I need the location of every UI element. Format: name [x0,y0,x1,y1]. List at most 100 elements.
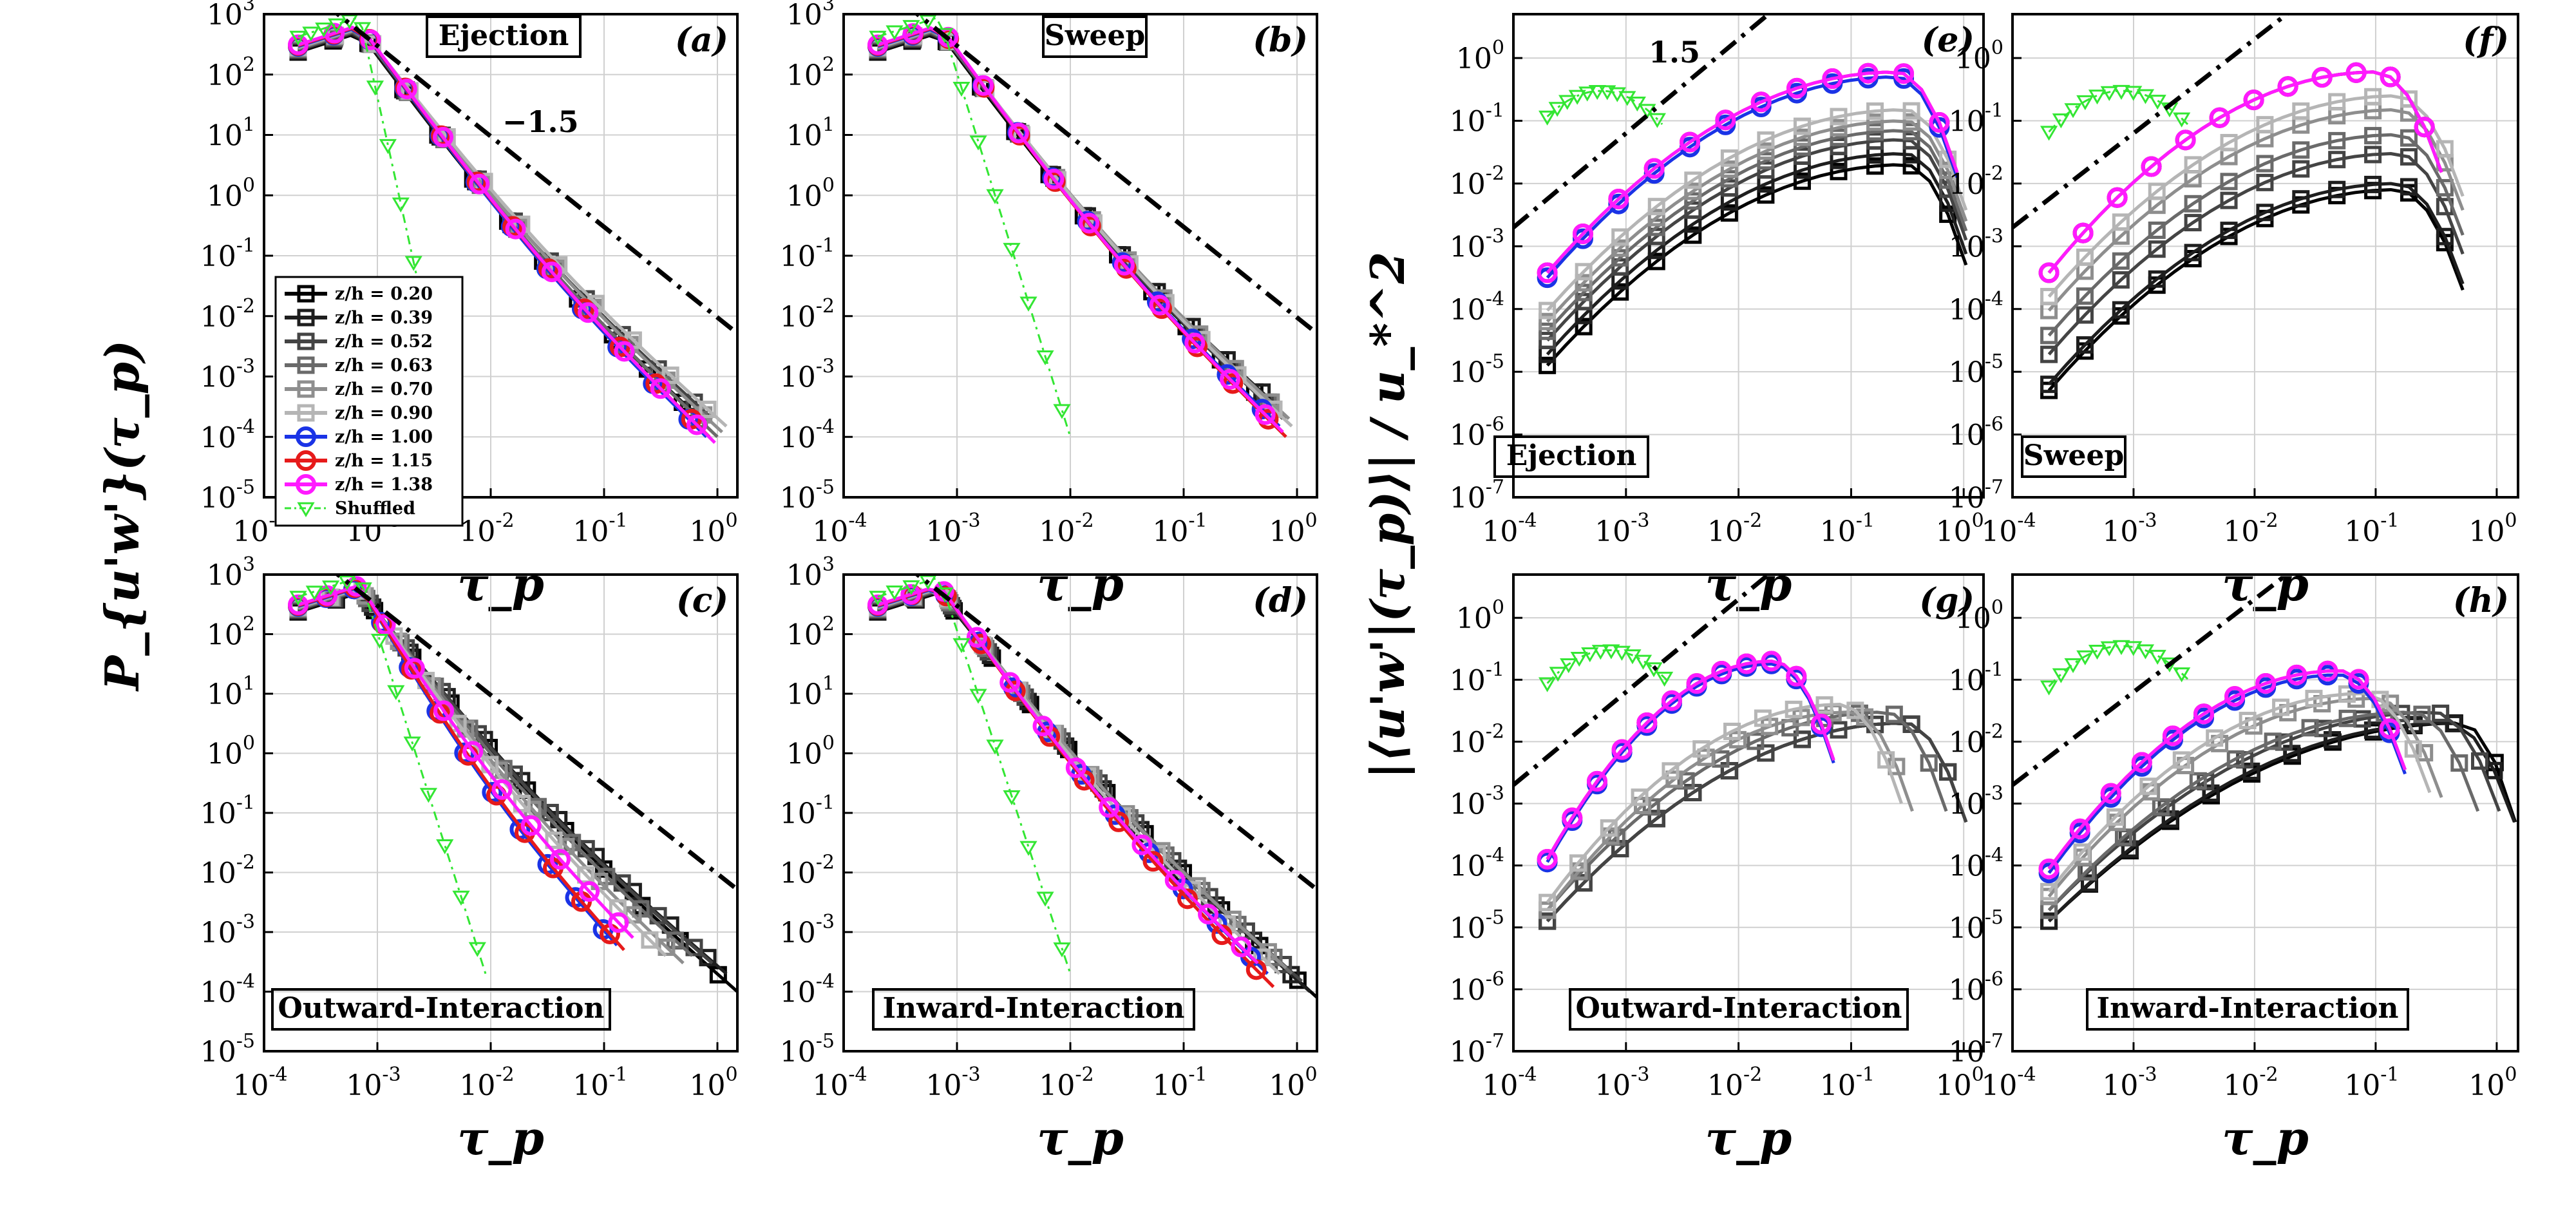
data-point [645,373,667,394]
data-point [2064,103,2082,119]
data-point [2100,641,2118,656]
y-tick-label: 102 [786,53,835,92]
data-point [2470,752,2488,770]
y-tick-label: 10-7 [1450,1030,1504,1069]
data-point [2040,376,2058,394]
data-point [574,298,595,319]
y-tick-label: 10-1 [1450,658,1504,697]
plot-area [2038,640,2517,930]
series-z-h-0.52 [2040,704,2501,919]
series-line [1546,129,1968,333]
data-point [952,81,971,97]
data-point [2152,798,2170,816]
series-z-h-1.38 [1537,651,1835,870]
x-tick-label: 100 [1269,510,1317,548]
legend-label: z/h = 0.20 [335,284,433,304]
data-point [1019,296,1037,312]
data-point [1679,131,1700,153]
data-point [1811,713,1832,734]
data-point [2100,783,2121,804]
series-line [1546,108,1968,312]
data-point [2414,117,2435,138]
data-point [469,173,490,195]
series-line [2047,152,2465,356]
y-tick-label: 10-4 [1450,844,1504,883]
panel-g: 10-4 10-3 10-2 10-1 100 10-7 10-6 10-5 10-4 10-3 1… [1450,573,1985,1165]
data-point [1198,904,1219,925]
data-point [1647,227,1665,245]
panel-box-label: Ejection [439,19,569,52]
data-point [2040,126,2058,141]
data-point [2080,874,2098,892]
data-point [1822,68,1843,90]
data-point [2184,214,2202,232]
x-tick-label: 10-1 [1820,510,1875,548]
data-point [1720,204,1738,222]
data-point [1611,249,1629,267]
series-line [2047,94,2465,298]
data-point [1053,942,1071,958]
data-point [699,949,717,967]
data-point [966,627,987,648]
data-point [1662,762,1680,780]
y-tick-label: 10-2 [1450,720,1504,759]
data-point [1569,854,1587,872]
data-point [404,658,425,679]
data-point [686,414,707,435]
data-point [1036,891,1054,907]
data-point [2073,843,2091,861]
data-point [1893,63,1915,84]
data-point [1575,318,1593,336]
legend-label: z/h = 0.63 [335,356,433,376]
data-point [379,138,397,155]
data-point [1611,739,1633,760]
plot-area [1537,62,1968,374]
data-point [1684,226,1702,244]
data-point [505,218,526,240]
data-point [2189,772,2207,790]
series-line [2047,710,2501,911]
data-point [2088,644,2107,660]
series-line [1546,138,1968,342]
reference-slope-line [2012,14,2291,229]
data-point [462,741,484,762]
data-point [900,584,922,605]
data-point [2400,90,2418,108]
y-tick-label: 101 [786,114,835,153]
y-tick-label: 10-5 [1450,350,1504,389]
series-z-h-0.90 [1539,696,1903,911]
series-z-h-0.70 [1539,704,1914,919]
data-point [1149,294,1170,316]
panel-b: 10-4 10-3 10-2 10-1 10010-510-410-310-210-11… [780,0,1318,611]
data-point [1720,149,1738,167]
data-point [2209,107,2230,128]
data-point [2100,86,2118,101]
left-y-axis-label: P_{u'w'}(τ_p) [95,340,149,692]
data-point [1684,192,1702,210]
x-tick-label: 10-2 [1707,510,1762,548]
data-point [969,689,987,704]
data-point [2112,213,2130,231]
plot-area [867,575,1317,999]
data-point [2040,287,2058,305]
y-tick-label: 10-4 [200,971,255,1009]
data-point [2040,882,2058,900]
y-tick-label: 103 [786,553,835,592]
data-point [1539,301,1557,319]
data-point [2076,95,2094,111]
series-z-h-0.52 [1539,132,1968,350]
data-point [1053,404,1071,419]
series-line [1546,163,1968,367]
data-point [1866,132,1884,150]
x-tick-label: 10-3 [925,1063,980,1102]
data-point [2404,740,2422,758]
data-point [1539,322,1557,340]
y-tick-label: 10-3 [200,356,255,394]
axes-frame [2011,13,2519,499]
data-point [869,30,887,46]
data-point [609,336,630,357]
data-point [1686,673,1707,694]
legend-label: z/h = 0.70 [335,379,433,399]
data-point [1608,188,1629,209]
x-tick-label: 10-4 [1482,1063,1537,1102]
